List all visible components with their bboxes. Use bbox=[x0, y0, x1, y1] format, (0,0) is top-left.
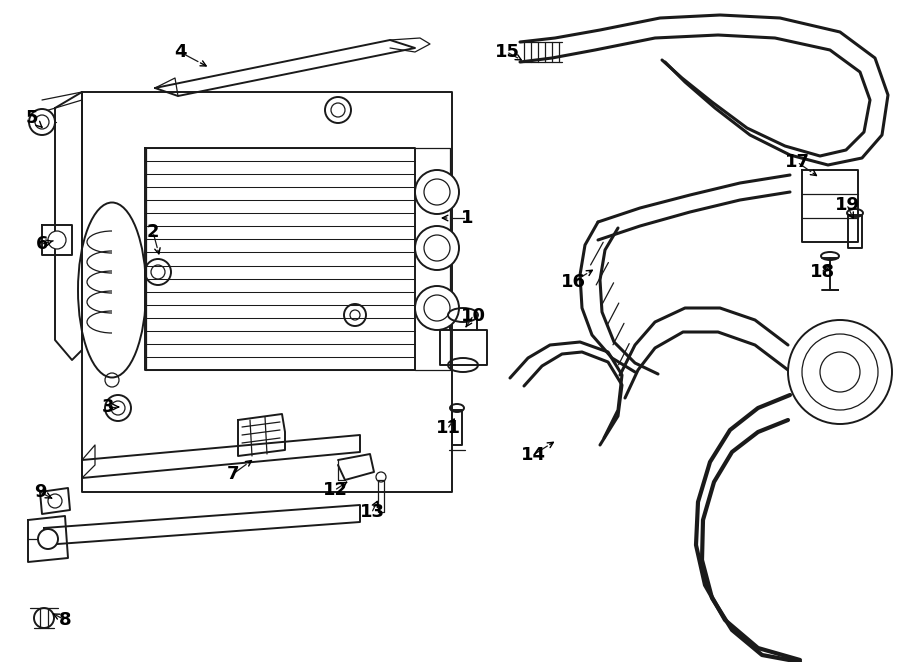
Text: 15: 15 bbox=[494, 43, 519, 61]
Circle shape bbox=[29, 109, 55, 135]
Circle shape bbox=[415, 286, 459, 330]
Text: 7: 7 bbox=[227, 465, 239, 483]
Circle shape bbox=[48, 231, 66, 249]
Circle shape bbox=[415, 170, 459, 214]
Text: 6: 6 bbox=[36, 235, 49, 253]
Text: 11: 11 bbox=[436, 419, 461, 437]
Text: 9: 9 bbox=[34, 483, 46, 501]
Text: 10: 10 bbox=[461, 307, 485, 325]
Circle shape bbox=[48, 494, 62, 508]
Text: 14: 14 bbox=[520, 446, 545, 464]
Text: 5: 5 bbox=[26, 109, 39, 127]
Circle shape bbox=[415, 226, 459, 270]
Text: 4: 4 bbox=[174, 43, 186, 61]
Text: 3: 3 bbox=[102, 398, 114, 416]
Text: 16: 16 bbox=[561, 273, 586, 291]
Circle shape bbox=[38, 529, 58, 549]
Text: 18: 18 bbox=[809, 263, 834, 281]
Text: 8: 8 bbox=[58, 611, 71, 629]
Text: 1: 1 bbox=[461, 209, 473, 227]
Text: 13: 13 bbox=[359, 503, 384, 521]
Circle shape bbox=[788, 320, 892, 424]
Text: 12: 12 bbox=[322, 481, 347, 499]
Text: 2: 2 bbox=[147, 223, 159, 241]
Text: 17: 17 bbox=[785, 153, 809, 171]
Text: 19: 19 bbox=[834, 196, 860, 214]
